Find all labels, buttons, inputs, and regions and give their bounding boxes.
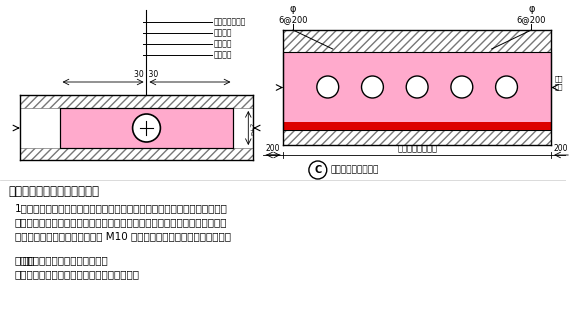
Text: 200: 200	[266, 144, 280, 153]
Text: 抹灰層或按設計: 抹灰層或按設計	[214, 18, 246, 26]
Text: C: C	[314, 165, 321, 175]
Circle shape	[495, 76, 518, 98]
Circle shape	[406, 76, 428, 98]
Bar	[20, 148, 253, 160]
Bar	[283, 122, 551, 130]
Bar	[60, 108, 233, 148]
Text: 盒、: 盒、	[23, 255, 35, 265]
Text: 30  30: 30 30	[135, 70, 158, 79]
Text: n+2: n+2	[250, 121, 255, 135]
Text: 1、按彈出的水平線，復核對照設計圖找出箱、盒的準確位置，正確無誤后，
先將洞口四壁澆水濕潤，并提前將洞中雜物清理干凈。依照管路走向敲掉盒子
的敲落孔，再用強度等: 1、按彈出的水平線，復核對照設計圖找出箱、盒的準確位置，正確無誤后， 先將洞口四…	[15, 203, 231, 241]
Bar	[283, 130, 551, 145]
Text: 實心磚密集管線開槽: 實心磚密集管線開槽	[331, 166, 379, 174]
Text: φ: φ	[290, 4, 296, 14]
Bar	[283, 30, 551, 52]
Text: 200: 200	[554, 144, 568, 153]
Circle shape	[451, 76, 473, 98]
Circle shape	[133, 114, 160, 142]
Text: 6@200: 6@200	[516, 15, 546, 24]
Bar	[20, 95, 253, 108]
Text: 三、固定箱、盒的控制要點：: 三、固定箱、盒的控制要點：	[8, 185, 99, 198]
Text: 磚體墻面: 磚體墻面	[214, 51, 232, 60]
Text: φ: φ	[528, 4, 535, 14]
Text: 主灰
縫中: 主灰 縫中	[554, 75, 563, 90]
Bar	[283, 52, 551, 130]
Text: 箱凸出墻面高度要保持與灰餅齊平: 箱凸出墻面高度要保持與灰餅齊平	[15, 255, 109, 265]
Circle shape	[317, 76, 339, 98]
Text: ，待水泥砂漿凝固后，再接短管接入箱、盒。: ，待水泥砂漿凝固后，再接短管接入箱、盒。	[15, 269, 140, 279]
Text: 6@200: 6@200	[278, 15, 308, 24]
Circle shape	[361, 76, 384, 98]
Text: 管線開槽實際寬度: 管線開槽實際寬度	[397, 144, 437, 153]
Circle shape	[309, 161, 327, 179]
Text: 暗埋線管: 暗埋線管	[214, 28, 232, 37]
Text: 填補砂漿: 填補砂漿	[214, 39, 232, 49]
